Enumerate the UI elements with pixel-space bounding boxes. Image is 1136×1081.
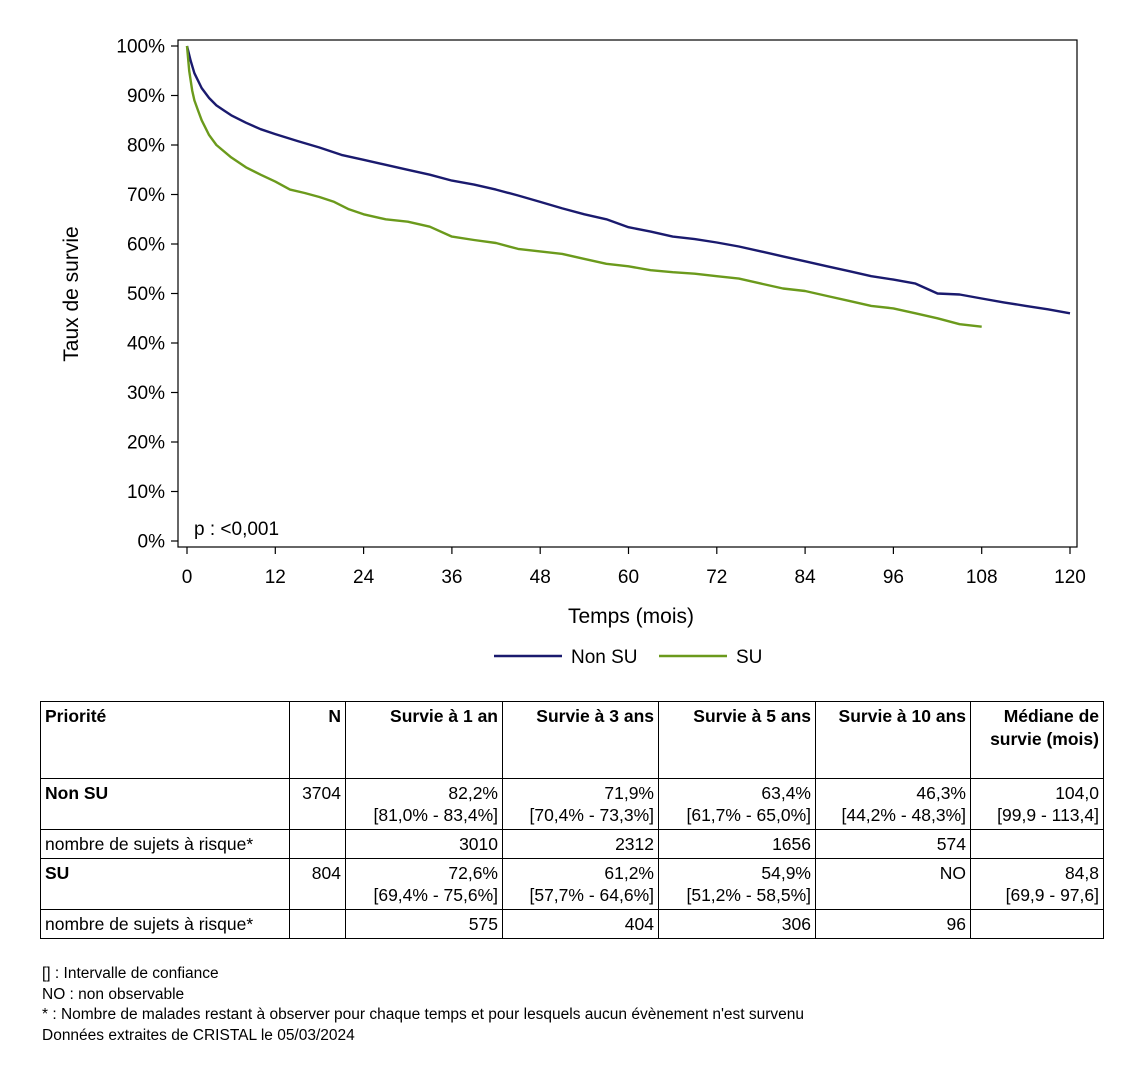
footnote-source: Données extraites de CRISTAL le 05/03/20… bbox=[42, 1027, 355, 1045]
x-tick-label: 24 bbox=[353, 567, 375, 588]
survival-cell: 61,2% [57,7% - 64,6%] bbox=[502, 858, 659, 910]
header-survie-5ans: Survie à 5 ans bbox=[658, 701, 816, 779]
table-row-risk-non-su: nombre de sujets à risque* 3010 2312 165… bbox=[40, 829, 1104, 859]
table-row-risk-su: nombre de sujets à risque* 575 404 306 9… bbox=[40, 909, 1104, 939]
header-priorite: Priorité bbox=[40, 701, 290, 779]
risk-cell: 575 bbox=[345, 909, 503, 939]
group-n: 804 bbox=[289, 858, 346, 910]
x-tick-label: 48 bbox=[530, 567, 551, 588]
header-survie-1an: Survie à 1 an bbox=[345, 701, 503, 779]
survival-value: 82,2% bbox=[448, 783, 498, 803]
confidence-interval: [81,0% - 83,4%] bbox=[373, 805, 498, 825]
confidence-interval: [70,4% - 73,3%] bbox=[529, 805, 654, 825]
group-n: 3704 bbox=[289, 778, 346, 830]
confidence-interval: [69,9 - 97,6] bbox=[1005, 885, 1099, 905]
survival-value: 61,2% bbox=[604, 863, 654, 883]
survival-cell: 82,2% [81,0% - 83,4%] bbox=[345, 778, 503, 830]
x-tick-label: 12 bbox=[265, 567, 286, 588]
survival-cell: 72,6% [69,4% - 75,6%] bbox=[345, 858, 503, 910]
risk-cell: 3010 bbox=[345, 829, 503, 859]
risk-cell bbox=[289, 829, 346, 859]
x-tick-label: 84 bbox=[795, 567, 817, 588]
x-tick-label: 36 bbox=[441, 567, 462, 588]
survival-value: NO bbox=[939, 863, 966, 883]
y-tick-label: 0% bbox=[138, 532, 166, 553]
risk-cell bbox=[970, 829, 1104, 859]
median-value: 104,0 bbox=[1055, 783, 1099, 803]
x-axis: 0 12 24 36 48 60 72 84 96 108 120 bbox=[182, 547, 1086, 588]
risk-cell bbox=[289, 909, 346, 939]
table-row-su: SU 804 72,6% [69,4% - 75,6%] 61,2% [57,7% … bbox=[40, 858, 1104, 910]
x-tick-label: 0 bbox=[182, 567, 193, 588]
confidence-interval: [57,7% - 64,6%] bbox=[529, 885, 654, 905]
y-tick-label: 10% bbox=[127, 482, 165, 503]
x-tick-label: 60 bbox=[618, 567, 639, 588]
survival-value: 71,9% bbox=[604, 783, 654, 803]
confidence-interval: [69,4% - 75,6%] bbox=[373, 885, 498, 905]
y-tick-label: 90% bbox=[127, 86, 165, 107]
confidence-interval: [44,2% - 48,3%] bbox=[841, 805, 966, 825]
y-axis: 0% 10% 20% 30% 40% 50% 60% 70% 80% 90% 100% bbox=[116, 37, 178, 553]
median-value: 84,8 bbox=[1064, 863, 1099, 883]
legend: Non SU SU bbox=[494, 647, 762, 668]
x-tick-label: 108 bbox=[966, 567, 998, 588]
table-row-non-su: Non SU 3704 82,2% [81,0% - 83,4%] 71,9% [7… bbox=[40, 778, 1104, 830]
footnote-risk: * : Nombre de malades restant à observer… bbox=[42, 1006, 805, 1024]
confidence-interval: [51,2% - 58,5%] bbox=[686, 885, 811, 905]
risk-cell: 574 bbox=[815, 829, 971, 859]
group-name: Non SU bbox=[40, 778, 290, 830]
y-tick-label: 20% bbox=[127, 433, 165, 454]
y-tick-label: 40% bbox=[127, 334, 165, 355]
x-tick-label: 120 bbox=[1054, 567, 1086, 588]
y-tick-label: 100% bbox=[116, 37, 165, 58]
x-tick-label: 72 bbox=[706, 567, 727, 588]
survival-cell: 63,4% [61,7% - 65,0%] bbox=[658, 778, 816, 830]
risk-label: nombre de sujets à risque* bbox=[40, 909, 290, 939]
legend-label-su: SU bbox=[736, 647, 762, 668]
risk-cell: 306 bbox=[658, 909, 816, 939]
survival-curve-non-su bbox=[185, 45, 1071, 315]
survival-cell: 54,9% [51,2% - 58,5%] bbox=[658, 858, 816, 910]
header-survie-3ans: Survie à 3 ans bbox=[502, 701, 659, 779]
survival-value: 63,4% bbox=[761, 783, 811, 803]
survival-value: 54,9% bbox=[761, 863, 811, 883]
survival-cell: 46,3% [44,2% - 48,3%] bbox=[815, 778, 971, 830]
survival-table: Priorité N Survie à 1 an Survie à 3 ans … bbox=[40, 701, 1104, 939]
y-tick-label: 60% bbox=[127, 235, 165, 256]
risk-cell bbox=[970, 909, 1104, 939]
group-name: SU bbox=[40, 858, 290, 910]
header-survie-10ans: Survie à 10 ans bbox=[815, 701, 971, 779]
p-value-annotation: p : <0,001 bbox=[194, 519, 279, 540]
risk-cell: 404 bbox=[502, 909, 659, 939]
risk-cell: 96 bbox=[815, 909, 971, 939]
y-tick-label: 30% bbox=[127, 383, 165, 404]
risk-label: nombre de sujets à risque* bbox=[40, 829, 290, 859]
survival-cell: 71,9% [70,4% - 73,3%] bbox=[502, 778, 659, 830]
footnotes: [] : Intervalle de confiance NO : non ob… bbox=[42, 964, 804, 1047]
survival-curves bbox=[185, 45, 1071, 328]
footnote-no: NO : non observable bbox=[42, 985, 185, 1003]
survival-value: 46,3% bbox=[916, 783, 966, 803]
survival-chart: 0% 10% 20% 30% 40% 50% 60% 70% 80% 90% 100% 0 12 24 3… bbox=[60, 37, 1086, 669]
y-tick-label: 70% bbox=[127, 185, 165, 206]
table-header-row: Priorité N Survie à 1 an Survie à 3 ans … bbox=[40, 701, 1104, 779]
x-tick-label: 96 bbox=[883, 567, 904, 588]
x-axis-label: Temps (mois) bbox=[568, 605, 694, 628]
median-cell: 84,8 [69,9 - 97,6] bbox=[970, 858, 1104, 910]
header-n: N bbox=[289, 701, 346, 779]
survival-curve-su bbox=[185, 45, 982, 328]
confidence-interval: [99,9 - 113,4] bbox=[997, 805, 1099, 825]
legend-label-non-su: Non SU bbox=[571, 647, 638, 668]
confidence-interval: [61,7% - 65,0%] bbox=[686, 805, 811, 825]
risk-cell: 2312 bbox=[502, 829, 659, 859]
median-cell: 104,0 [99,9 - 113,4] bbox=[970, 778, 1104, 830]
survival-value: 72,6% bbox=[448, 863, 498, 883]
y-tick-label: 50% bbox=[127, 284, 165, 305]
survival-cell: NO bbox=[815, 858, 971, 910]
risk-cell: 1656 bbox=[658, 829, 816, 859]
y-axis-label: Taux de survie bbox=[60, 226, 83, 361]
header-mediane: Médiane de survie (mois) bbox=[970, 701, 1104, 779]
footnote-ci: [] : Intervalle de confiance bbox=[42, 965, 219, 982]
y-tick-label: 80% bbox=[127, 136, 165, 157]
